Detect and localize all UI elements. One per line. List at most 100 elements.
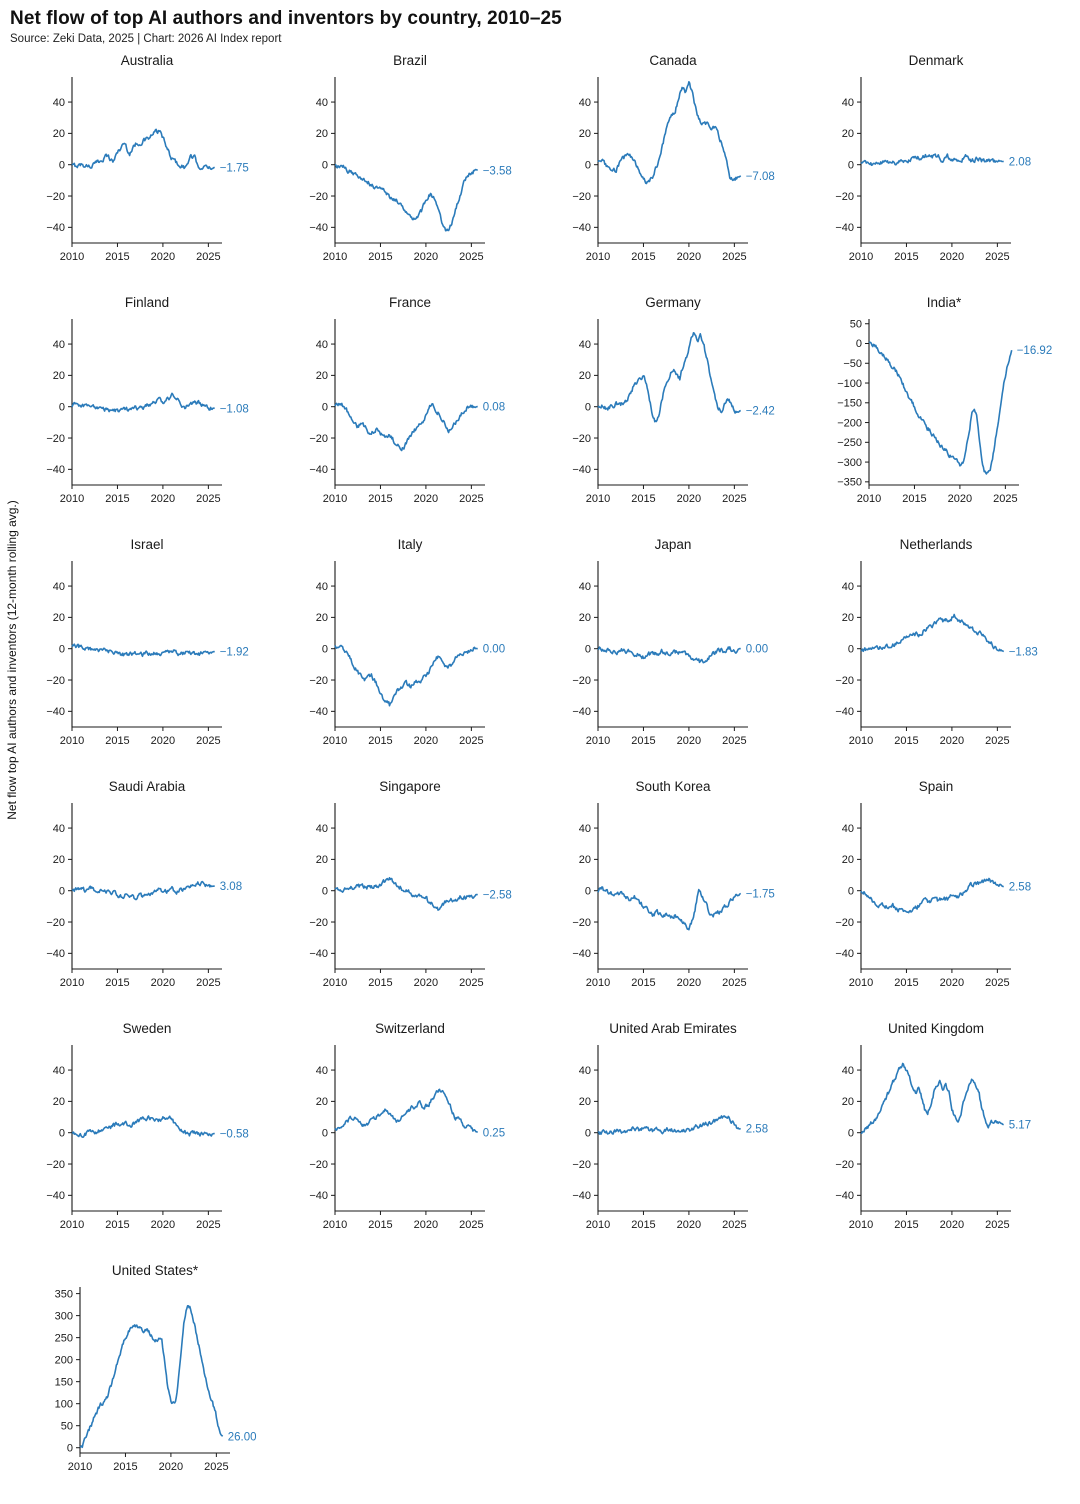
x-tick-label: 2025 (196, 251, 220, 263)
y-tick-label: 0 (59, 159, 65, 171)
y-tick-label: 0 (848, 643, 854, 655)
y-tick-label: −40 (835, 706, 854, 718)
axis-spines (334, 1045, 485, 1212)
series-line (334, 1088, 479, 1134)
x-tick-label: 2010 (586, 1219, 610, 1231)
subplot-title: Japan (655, 537, 692, 552)
x-tick-label: 2025 (722, 493, 746, 505)
x-tick-label: 2020 (159, 1461, 183, 1473)
y-tick-label: 40 (842, 581, 854, 593)
end-value-label: 2.58 (746, 1124, 768, 1136)
x-tick-label: 2020 (948, 493, 972, 505)
y-tick-label: 20 (53, 612, 65, 624)
line-chart-italy: Italy −40 −20 0 20 40 2010 2015 2020 2025 0.00 (309, 537, 505, 747)
line-chart-france: France −40 −20 0 20 40 2010 2015 2020 2025 0.08 (309, 295, 505, 505)
axis-spines (334, 319, 485, 486)
x-tick-label: 2025 (722, 251, 746, 263)
series-line (334, 163, 478, 232)
y-tick-label: −250 (837, 437, 862, 449)
end-value-label: 26.00 (228, 1431, 257, 1443)
y-tick-label: −40 (46, 948, 65, 960)
x-tick-label: 2020 (677, 977, 701, 989)
axis-spines (334, 561, 485, 728)
x-tick-label: 2025 (459, 493, 483, 505)
subplot-title: Sweden (123, 1021, 172, 1036)
y-tick-label: 40 (316, 339, 328, 351)
y-tick-label: 40 (842, 823, 854, 835)
x-tick-label: 2015 (113, 1461, 137, 1473)
axis-spines (71, 1045, 222, 1212)
y-tick-label: −40 (46, 464, 65, 476)
end-value-label: 0.08 (483, 402, 505, 414)
x-tick-label: 2015 (894, 1219, 918, 1231)
end-value-label: −0.58 (220, 1129, 249, 1141)
x-tick-label: 2025 (722, 735, 746, 747)
x-tick-label: 2010 (60, 493, 84, 505)
subplot-title: France (389, 295, 431, 310)
y-tick-label: −200 (837, 417, 862, 429)
x-tick-label: 2025 (459, 735, 483, 747)
y-tick-label: 20 (579, 612, 591, 624)
subplot-title: United States* (112, 1263, 199, 1278)
y-tick-label: −40 (309, 706, 328, 718)
subplot-title: Germany (645, 295, 701, 310)
axis-spines (334, 77, 485, 244)
x-tick-label: 2025 (985, 251, 1009, 263)
x-tick-label: 2020 (151, 493, 175, 505)
x-tick-label: 2015 (631, 1219, 655, 1231)
y-tick-label: 20 (316, 370, 328, 382)
subplot-title: Denmark (909, 53, 964, 68)
end-value-label: −2.58 (483, 890, 512, 902)
y-tick-label: 0 (322, 643, 328, 655)
y-tick-label: −40 (572, 948, 591, 960)
x-tick-label: 2025 (985, 977, 1009, 989)
x-tick-label: 2025 (204, 1461, 228, 1473)
y-tick-label: 0 (585, 885, 591, 897)
line-chart-netherlands: Netherlands −40 −20 0 20 40 2010 2015 2020 2025 −1… (835, 537, 1038, 747)
subplot-title: United Arab Emirates (609, 1021, 737, 1036)
chart-cell-india: India* 50 0 −50 −100 −150 −200 −250 −300 −350 2010… (805, 289, 1068, 531)
y-tick-label: −20 (835, 1159, 854, 1171)
axis-spines (860, 561, 1011, 728)
series-line (71, 880, 215, 901)
series-line (597, 646, 741, 664)
series-line (334, 877, 478, 911)
end-value-label: −3.58 (483, 165, 512, 177)
y-tick-label: 0 (848, 885, 854, 897)
chart-cell-denmark: Denmark −40 −20 0 20 40 2010 2015 2020 2025 2.08 (805, 47, 1068, 289)
y-tick-label: −20 (309, 917, 328, 929)
y-tick-label: 40 (316, 581, 328, 593)
y-tick-label: 40 (316, 1065, 328, 1077)
end-value-label: 2.08 (1009, 156, 1031, 168)
chart-cell-south-korea: South Korea −40 −20 0 20 40 2010 2015 2020 2025 −1… (542, 773, 805, 1015)
chart-cell-canada: Canada −40 −20 0 20 40 2010 2015 2020 2025 −7.08 (542, 47, 805, 289)
y-tick-label: −300 (837, 457, 862, 469)
y-tick-label: 20 (579, 128, 591, 140)
line-chart-israel: Israel −40 −20 0 20 40 2010 2015 2020 2025 −1.92 (46, 537, 249, 747)
y-tick-label: −40 (46, 222, 65, 234)
y-tick-label: 20 (316, 612, 328, 624)
line-chart-united-arab-emirates: United Arab Emirates −40 −20 0 20 40 2010 2015 2… (572, 1021, 768, 1231)
x-tick-label: 2015 (894, 251, 918, 263)
x-tick-label: 2015 (631, 493, 655, 505)
x-tick-label: 2015 (368, 251, 392, 263)
chart-cell-spain: Spain −40 −20 0 20 40 2010 2015 2020 2025 2.58 (805, 773, 1068, 1015)
end-value-label: −1.08 (220, 403, 249, 415)
axis-spines (860, 803, 1011, 970)
end-value-label: 0.00 (483, 644, 505, 656)
x-tick-label: 2015 (631, 735, 655, 747)
x-tick-label: 2015 (105, 493, 129, 505)
x-tick-label: 2010 (323, 251, 347, 263)
y-tick-label: 40 (842, 97, 854, 109)
line-chart-singapore: Singapore −40 −20 0 20 40 2010 2015 2020 2025 −2.5… (309, 779, 512, 989)
series-line (597, 80, 742, 185)
chart-cell-japan: Japan −40 −20 0 20 40 2010 2015 2020 2025 0.00 (542, 531, 805, 773)
chart-cell-sweden: Sweden −40 −20 0 20 40 2010 2015 2020 2025 −0.58 (16, 1015, 279, 1257)
chart-cell-france: France −40 −20 0 20 40 2010 2015 2020 2025 0.08 (279, 289, 542, 531)
end-value-label: −1.75 (746, 888, 775, 900)
subplot-title: Saudi Arabia (109, 779, 186, 794)
series-line (334, 644, 478, 707)
y-tick-label: −40 (835, 222, 854, 234)
series-line (597, 1115, 741, 1135)
y-tick-label: 20 (579, 854, 591, 866)
